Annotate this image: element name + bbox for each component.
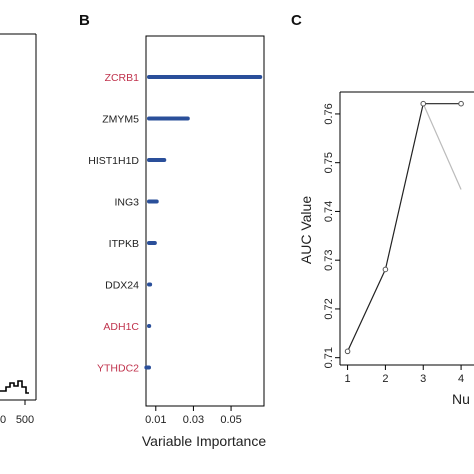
x-tick-label: 3 bbox=[420, 373, 426, 385]
panel-b-category-labels: ZCRB1 ZMYM5 HIST1H1D ING3 ITPKB DDX24 ADH1C YTH… bbox=[88, 72, 139, 375]
panel-b-x-axis-title: Variable Importance bbox=[142, 433, 266, 449]
data-point bbox=[458, 100, 464, 107]
series-line bbox=[347, 103, 462, 352]
data-point bbox=[382, 266, 389, 273]
panel-a-tick-label-partial: 0 bbox=[0, 414, 6, 426]
data-point bbox=[420, 100, 427, 107]
panel-c-letter: C bbox=[291, 12, 302, 29]
y-tick-label: 0.73 bbox=[323, 249, 335, 270]
panel-c-x-axis: 1 2 3 4 bbox=[345, 365, 464, 385]
x-tick-label: 2 bbox=[382, 373, 388, 385]
panel-c-y-axis: 0.71 0.72 0.73 0.74 0.75 0.76 bbox=[323, 103, 340, 368]
y-tick-label: 0.76 bbox=[323, 103, 335, 124]
category-label: YTHDC2 bbox=[97, 363, 139, 375]
panel-a: 0 500 bbox=[0, 33, 37, 426]
y-tick-label: 0.72 bbox=[323, 298, 335, 319]
data-point bbox=[344, 348, 351, 355]
panel-b-plot-frame bbox=[145, 35, 265, 407]
panel-c: C 0.71 0.72 0.73 0.74 0.75 0.76 1 2 3 4 AUC Valu… bbox=[291, 12, 474, 407]
category-label: HIST1H1D bbox=[88, 155, 139, 167]
y-tick-label: 0.74 bbox=[323, 201, 335, 222]
category-label: DDX24 bbox=[105, 280, 139, 292]
category-label: ITPKB bbox=[109, 238, 139, 250]
x-tick-label: 4 bbox=[458, 373, 464, 385]
x-tick-label: 0.05 bbox=[220, 414, 241, 426]
y-tick-label: 0.75 bbox=[323, 152, 335, 173]
category-label: ZMYM5 bbox=[102, 114, 139, 126]
panel-c-x-axis-title: Nu bbox=[452, 391, 470, 407]
x-tick-label: 1 bbox=[345, 373, 351, 385]
panel-c-series bbox=[344, 100, 464, 355]
category-label: ING3 bbox=[114, 197, 139, 209]
panel-b-letter: B bbox=[79, 12, 90, 29]
panel-b: B ZCRB1 ZMYM5 HIST1H1D ING3 ITPKB DDX24 ADH1C Y… bbox=[79, 12, 266, 449]
panel-c-y-axis-title: AUC Value bbox=[298, 196, 314, 264]
category-label: ADH1C bbox=[103, 321, 139, 333]
panel-a-tick-label: 500 bbox=[16, 414, 34, 426]
panel-a-step-line bbox=[0, 380, 29, 394]
category-label: ZCRB1 bbox=[105, 72, 140, 84]
x-tick-label: 0.01 bbox=[145, 414, 166, 426]
y-tick-label: 0.71 bbox=[323, 347, 335, 368]
series-line bbox=[422, 103, 462, 190]
x-tick-label: 0.03 bbox=[183, 414, 204, 426]
panel-b-x-axis: 0.01 0.03 0.05 bbox=[145, 406, 242, 426]
panel-b-bars bbox=[144, 75, 263, 370]
